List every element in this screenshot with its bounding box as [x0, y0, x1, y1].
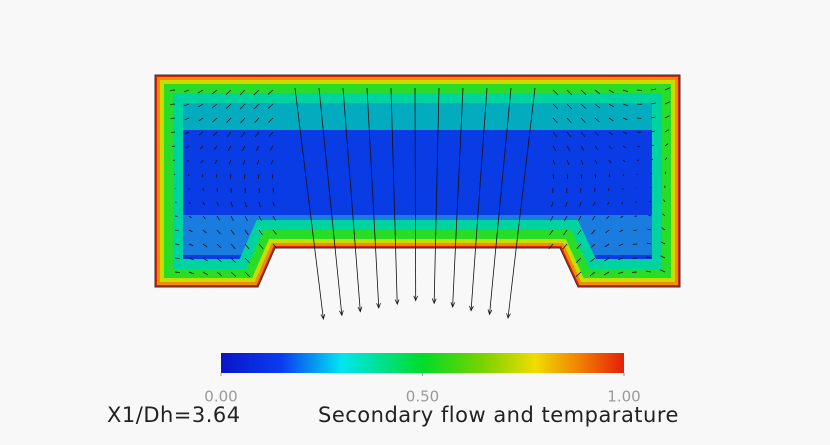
caption: Secondary flow and temparature — [318, 403, 679, 427]
colorbar-tick-label: 1.00 — [607, 388, 640, 406]
colorbar-tick-label: 0.50 — [406, 388, 439, 406]
colorbar-tick-label: 0.00 — [204, 388, 237, 406]
position-label: X1/Dh=3.64 — [107, 403, 241, 427]
colorbar — [221, 353, 624, 373]
